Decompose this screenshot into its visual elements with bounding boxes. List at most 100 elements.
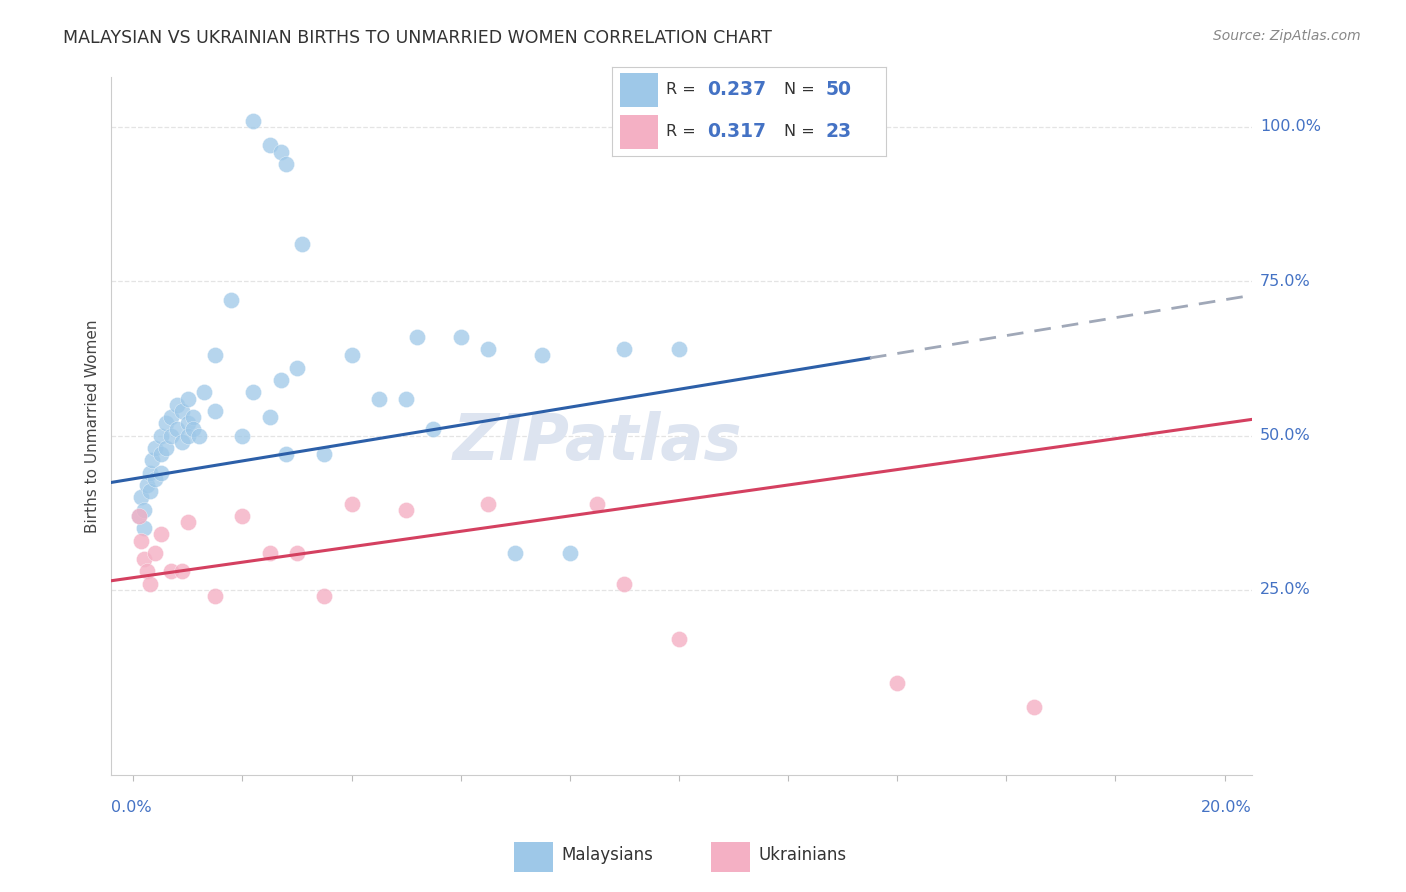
Text: 100.0%: 100.0% — [1260, 120, 1322, 135]
Point — [242, 113, 264, 128]
Text: MALAYSIAN VS UKRAINIAN BIRTHS TO UNMARRIED WOMEN CORRELATION CHART: MALAYSIAN VS UKRAINIAN BIRTHS TO UNMARRI… — [63, 29, 772, 47]
Point — [149, 447, 172, 461]
Point — [586, 497, 609, 511]
Point — [131, 491, 153, 505]
Point — [450, 330, 472, 344]
Point — [558, 546, 581, 560]
Point — [138, 576, 160, 591]
Text: 25.0%: 25.0% — [1260, 582, 1310, 598]
Point — [668, 342, 690, 356]
Point — [138, 466, 160, 480]
Bar — [620, 115, 658, 149]
Point — [285, 546, 308, 560]
Point — [204, 348, 226, 362]
Point — [172, 434, 194, 449]
Text: 50: 50 — [825, 80, 852, 99]
Point — [155, 417, 177, 431]
Point — [285, 360, 308, 375]
Point — [406, 330, 429, 344]
Text: R =: R = — [666, 124, 702, 139]
Point — [149, 466, 172, 480]
Bar — [711, 841, 751, 871]
Point — [242, 385, 264, 400]
Text: ZIPatlas: ZIPatlas — [453, 411, 742, 473]
Point — [613, 342, 636, 356]
Point — [160, 410, 183, 425]
Point — [128, 508, 150, 523]
Text: Malaysians: Malaysians — [561, 847, 654, 864]
Point — [134, 521, 156, 535]
Point — [259, 138, 281, 153]
Point — [143, 472, 166, 486]
Point — [314, 589, 336, 603]
Point — [231, 428, 253, 442]
Point — [177, 392, 200, 406]
Point — [143, 441, 166, 455]
Text: N =: N = — [785, 82, 820, 97]
Point — [128, 508, 150, 523]
Point — [149, 527, 172, 541]
Text: 0.317: 0.317 — [707, 122, 766, 141]
Point — [422, 422, 444, 436]
Point — [477, 497, 499, 511]
Point — [155, 441, 177, 455]
Point — [340, 497, 363, 511]
Point — [259, 410, 281, 425]
Point — [138, 484, 160, 499]
Point — [531, 348, 554, 362]
Point — [886, 675, 908, 690]
Point — [477, 342, 499, 356]
Point — [274, 447, 297, 461]
Point — [314, 447, 336, 461]
Bar — [515, 841, 554, 871]
Point — [172, 565, 194, 579]
Point — [503, 546, 526, 560]
Point — [134, 502, 156, 516]
Text: 23: 23 — [825, 122, 852, 141]
Point — [160, 565, 183, 579]
Point — [135, 478, 157, 492]
Text: Source: ZipAtlas.com: Source: ZipAtlas.com — [1213, 29, 1361, 44]
Point — [141, 453, 163, 467]
Y-axis label: Births to Unmarried Women: Births to Unmarried Women — [86, 319, 100, 533]
Point — [204, 404, 226, 418]
Text: 0.237: 0.237 — [707, 80, 766, 99]
Point — [143, 546, 166, 560]
Point — [134, 552, 156, 566]
Point — [340, 348, 363, 362]
Point — [177, 417, 200, 431]
Point — [221, 293, 243, 307]
Point — [177, 515, 200, 529]
Text: Ukrainians: Ukrainians — [758, 847, 846, 864]
Point — [274, 157, 297, 171]
Point — [668, 632, 690, 647]
Point — [160, 428, 183, 442]
Point — [135, 565, 157, 579]
Point — [270, 145, 292, 159]
Text: R =: R = — [666, 82, 702, 97]
Bar — [620, 73, 658, 107]
Point — [367, 392, 389, 406]
Point — [187, 428, 209, 442]
Text: 50.0%: 50.0% — [1260, 428, 1310, 443]
Point — [613, 576, 636, 591]
Point — [181, 422, 204, 436]
Point — [172, 404, 194, 418]
Point — [259, 546, 281, 560]
Point — [231, 508, 253, 523]
Point — [166, 398, 188, 412]
Point — [395, 502, 418, 516]
Point — [166, 422, 188, 436]
Text: 0.0%: 0.0% — [111, 800, 152, 815]
Point — [149, 428, 172, 442]
Text: 75.0%: 75.0% — [1260, 274, 1310, 289]
Point — [204, 589, 226, 603]
Point — [181, 410, 204, 425]
Point — [177, 428, 200, 442]
Point — [291, 237, 314, 252]
Text: N =: N = — [785, 124, 820, 139]
Text: 20.0%: 20.0% — [1201, 800, 1251, 815]
Point — [395, 392, 418, 406]
Point — [1022, 700, 1045, 714]
Point — [270, 373, 292, 387]
